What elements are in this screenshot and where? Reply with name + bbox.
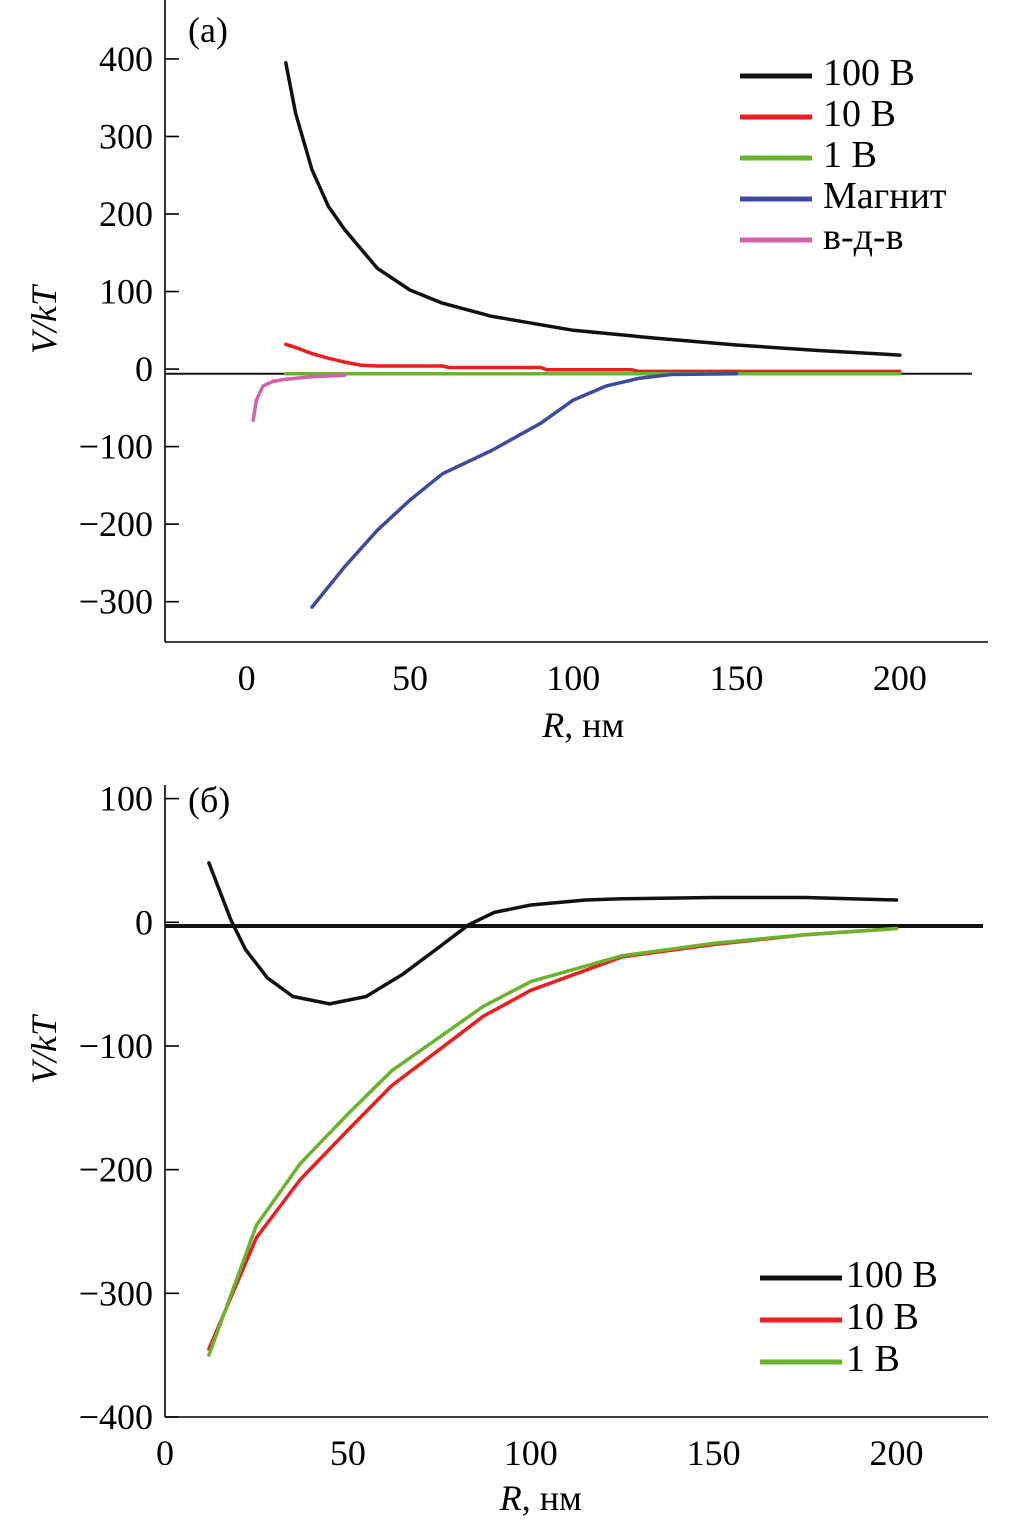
legend-label: 100 В xyxy=(846,1254,938,1296)
series-line-в-д-в xyxy=(251,373,347,422)
series-line-1-В xyxy=(207,926,899,1357)
panel-label: (а) xyxy=(188,10,228,50)
y-axis-label: V/kT xyxy=(24,283,64,354)
y-tick-label: −200 xyxy=(79,1150,153,1190)
series-line-100-В xyxy=(284,61,902,357)
y-tick-label: −300 xyxy=(79,1273,153,1313)
y-axis-label: V/kT xyxy=(24,1013,64,1084)
x-tick-label: 0 xyxy=(156,1433,174,1473)
legend: 100 В10 В1 В xyxy=(760,1254,938,1380)
chart-panel-a: 400 300 200 100 0 −100 −200 −300 0 50 100 150 200 100… xyxy=(24,0,988,745)
x-tick-label: 100 xyxy=(546,658,600,698)
x-tick-label: 50 xyxy=(330,1433,366,1473)
series-line-100-В xyxy=(207,861,899,1006)
y-tick-label: 100 xyxy=(99,272,153,312)
x-axis-label: R, нм xyxy=(499,1478,582,1518)
legend-label: 1 В xyxy=(846,1338,900,1380)
panel-label: (б) xyxy=(188,780,230,820)
y-tick-label: 200 xyxy=(99,194,153,234)
x-tick-label: 200 xyxy=(870,1433,924,1473)
x-tick-label: 150 xyxy=(710,658,764,698)
x-axis-label-variable: R xyxy=(541,705,564,745)
legend-label: 1 В xyxy=(823,134,877,176)
legend-label: 10 В xyxy=(846,1296,919,1338)
legend-label: 100 В xyxy=(823,52,915,94)
x-axis-label: R, нм xyxy=(541,705,624,745)
y-tick-label: 300 xyxy=(99,116,153,156)
y-tick-label: 400 xyxy=(99,39,153,79)
legend-label: в-д-в xyxy=(823,216,904,258)
series-line-10-В xyxy=(207,926,899,1351)
legend-label: Магнит xyxy=(823,175,947,217)
x-tick-label: 150 xyxy=(687,1433,741,1473)
y-tick-label: −100 xyxy=(79,427,153,467)
x-axis-label-variable: R xyxy=(499,1478,522,1518)
x-tick-label: 0 xyxy=(238,658,256,698)
y-tick-label: −300 xyxy=(79,582,153,622)
y-tick-label: −400 xyxy=(79,1397,153,1437)
y-tick-label: −100 xyxy=(79,1026,153,1066)
series-line-10-В xyxy=(284,342,902,374)
x-tick-label: 200 xyxy=(873,658,927,698)
x-axis-label-unit: , нм xyxy=(564,705,624,745)
y-tick-label: 0 xyxy=(135,349,153,389)
x-tick-label: 50 xyxy=(392,658,428,698)
legend-label: 10 В xyxy=(823,93,896,135)
y-tick-label: 100 xyxy=(99,779,153,819)
x-axis-label-unit: , нм xyxy=(522,1478,582,1518)
y-tick-label: −200 xyxy=(79,504,153,544)
series-line-Магнит xyxy=(310,371,739,609)
y-tick-label: 0 xyxy=(135,902,153,942)
x-tick-label: 100 xyxy=(504,1433,558,1473)
